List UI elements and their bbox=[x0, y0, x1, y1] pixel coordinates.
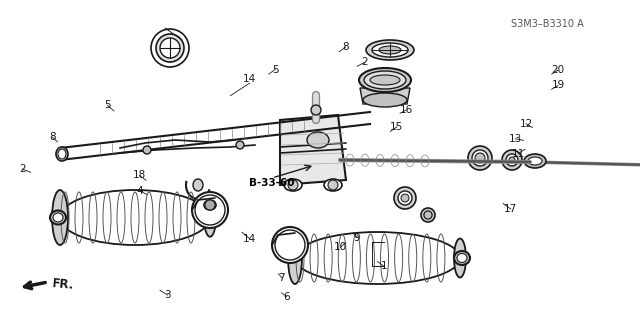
Ellipse shape bbox=[60, 190, 210, 245]
Text: S3M3–B3310 A: S3M3–B3310 A bbox=[511, 19, 584, 29]
Ellipse shape bbox=[370, 75, 400, 85]
Circle shape bbox=[424, 211, 432, 219]
Ellipse shape bbox=[366, 40, 414, 60]
Ellipse shape bbox=[475, 153, 485, 163]
Ellipse shape bbox=[379, 46, 401, 54]
Circle shape bbox=[328, 180, 338, 190]
Ellipse shape bbox=[468, 146, 492, 170]
Ellipse shape bbox=[502, 150, 522, 170]
Ellipse shape bbox=[424, 211, 432, 219]
Text: 11: 11 bbox=[512, 149, 525, 159]
Ellipse shape bbox=[324, 179, 342, 191]
Ellipse shape bbox=[151, 29, 189, 67]
Ellipse shape bbox=[192, 192, 228, 228]
Ellipse shape bbox=[58, 149, 66, 159]
Ellipse shape bbox=[528, 157, 542, 165]
Ellipse shape bbox=[398, 191, 412, 205]
Text: 10: 10 bbox=[334, 242, 347, 252]
Ellipse shape bbox=[193, 179, 203, 191]
Ellipse shape bbox=[156, 34, 184, 62]
Circle shape bbox=[205, 200, 215, 210]
Polygon shape bbox=[360, 88, 410, 104]
Text: FR.: FR. bbox=[52, 277, 75, 292]
Ellipse shape bbox=[53, 213, 63, 222]
Text: 3: 3 bbox=[164, 290, 171, 300]
Ellipse shape bbox=[50, 211, 66, 225]
Ellipse shape bbox=[454, 251, 470, 265]
Ellipse shape bbox=[52, 190, 68, 245]
Text: 8: 8 bbox=[342, 42, 349, 52]
Text: 8: 8 bbox=[49, 132, 56, 142]
Ellipse shape bbox=[204, 198, 216, 237]
Ellipse shape bbox=[364, 71, 406, 89]
Ellipse shape bbox=[295, 232, 460, 284]
Ellipse shape bbox=[394, 187, 416, 209]
Ellipse shape bbox=[524, 154, 546, 168]
Text: B-33-60: B-33-60 bbox=[249, 178, 295, 188]
Text: 9: 9 bbox=[354, 233, 360, 243]
Ellipse shape bbox=[506, 154, 518, 166]
Ellipse shape bbox=[307, 132, 329, 148]
Ellipse shape bbox=[272, 227, 308, 263]
Text: 12: 12 bbox=[520, 119, 532, 129]
Text: 7: 7 bbox=[278, 272, 285, 283]
Text: 17: 17 bbox=[504, 204, 517, 214]
Text: 5: 5 bbox=[272, 64, 278, 75]
Text: 2: 2 bbox=[19, 164, 26, 174]
Text: 6: 6 bbox=[284, 292, 290, 302]
Text: 2: 2 bbox=[362, 57, 368, 67]
Ellipse shape bbox=[472, 150, 488, 166]
Text: 5: 5 bbox=[104, 100, 111, 110]
Ellipse shape bbox=[56, 147, 68, 161]
Text: 15: 15 bbox=[390, 122, 403, 132]
Text: 16: 16 bbox=[400, 105, 413, 115]
Ellipse shape bbox=[421, 208, 435, 222]
Ellipse shape bbox=[288, 232, 302, 284]
Text: 1: 1 bbox=[381, 261, 387, 271]
Text: 4: 4 bbox=[136, 186, 143, 196]
Ellipse shape bbox=[143, 146, 151, 154]
Ellipse shape bbox=[359, 68, 411, 92]
Ellipse shape bbox=[204, 200, 216, 210]
Ellipse shape bbox=[457, 254, 467, 263]
Ellipse shape bbox=[372, 43, 408, 57]
Text: 14: 14 bbox=[243, 74, 256, 84]
Ellipse shape bbox=[284, 179, 302, 191]
Ellipse shape bbox=[454, 239, 466, 278]
Ellipse shape bbox=[401, 194, 409, 202]
Ellipse shape bbox=[311, 105, 321, 115]
Text: 14: 14 bbox=[243, 234, 256, 244]
Ellipse shape bbox=[363, 93, 407, 107]
Text: 19: 19 bbox=[552, 80, 564, 91]
Text: 13: 13 bbox=[509, 134, 522, 144]
Ellipse shape bbox=[160, 38, 180, 58]
Ellipse shape bbox=[236, 141, 244, 149]
Text: 20: 20 bbox=[552, 65, 564, 75]
Text: 18: 18 bbox=[133, 170, 146, 181]
Polygon shape bbox=[280, 115, 346, 185]
Ellipse shape bbox=[509, 157, 515, 163]
Circle shape bbox=[288, 180, 298, 190]
